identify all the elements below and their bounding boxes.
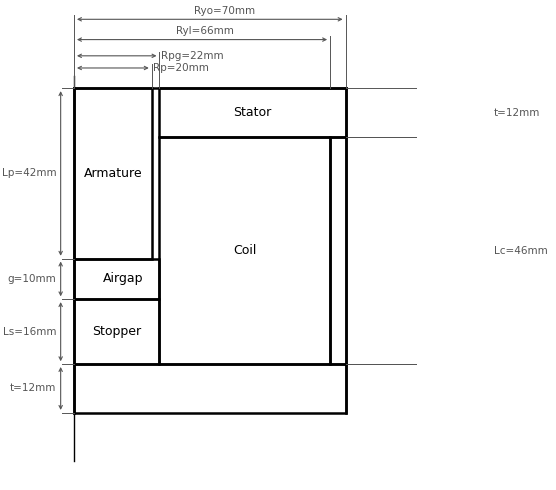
Bar	[74, 259, 160, 299]
Bar	[74, 364, 345, 413]
Bar	[74, 299, 160, 364]
Text: Stator: Stator	[234, 106, 271, 119]
Bar	[74, 88, 152, 259]
Text: Stopper: Stopper	[92, 325, 141, 338]
Text: g=10mm: g=10mm	[7, 274, 56, 284]
Text: Rpg=22mm: Rpg=22mm	[161, 51, 224, 61]
Text: Ryo=70mm: Ryo=70mm	[194, 6, 255, 16]
Text: Rp=20mm: Rp=20mm	[153, 63, 209, 73]
Text: Coil: Coil	[233, 244, 256, 257]
Text: t=12mm: t=12mm	[494, 108, 540, 118]
Bar	[330, 137, 345, 364]
Text: Lp=42mm: Lp=42mm	[2, 169, 56, 178]
Text: Lc=46mm: Lc=46mm	[494, 245, 548, 256]
Bar	[160, 88, 345, 137]
Text: Ls=16mm: Ls=16mm	[3, 327, 56, 337]
Text: Ryl=66mm: Ryl=66mm	[176, 26, 234, 36]
Text: Airgap: Airgap	[102, 272, 143, 286]
Text: Armature: Armature	[83, 167, 142, 180]
Bar	[160, 137, 330, 364]
Text: t=12mm: t=12mm	[10, 384, 56, 393]
